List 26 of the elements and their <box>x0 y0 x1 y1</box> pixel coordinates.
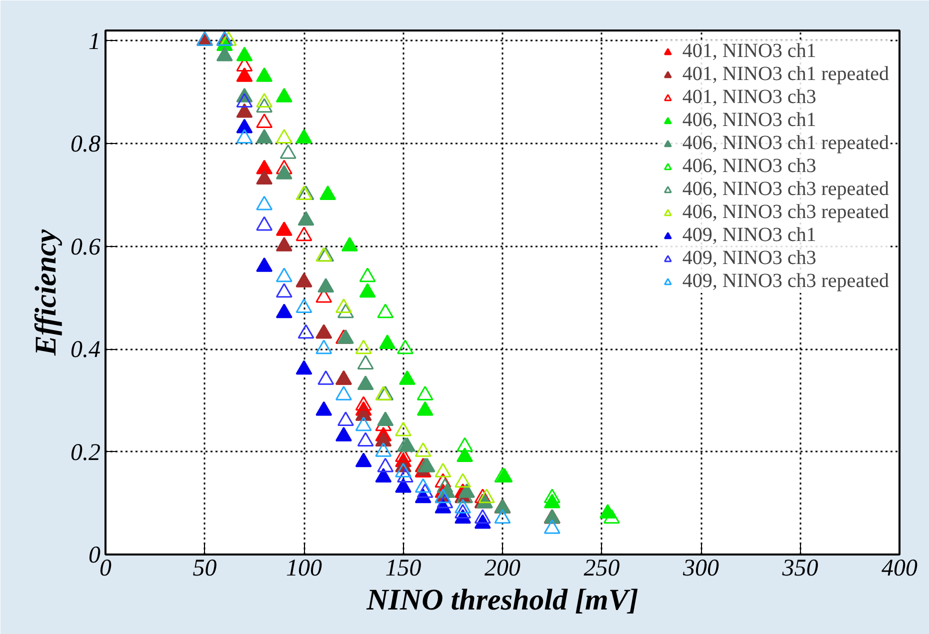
x-tick-label: 300 <box>682 556 719 582</box>
x-tick-label: 150 <box>385 556 422 582</box>
x-tick-label: 100 <box>286 556 322 582</box>
legend-label: 406, NINO3 ch3 <box>682 155 816 178</box>
legend-label: 409, NINO3 ch3 repeated <box>682 270 889 293</box>
legend-label: 401, NINO3 ch1 repeated <box>682 63 889 86</box>
x-tick-label: 200 <box>484 556 520 582</box>
legend-label: 406, NINO3 ch1 repeated <box>682 132 889 155</box>
legend-label: 406, NINO3 ch3 repeated <box>682 201 889 224</box>
legend-label: 409, NINO3 ch3 <box>682 247 816 270</box>
x-tick-label: 400 <box>882 556 918 582</box>
legend-label: 401, NINO3 ch3 <box>682 86 816 109</box>
y-tick-label: 0.2 <box>70 440 100 466</box>
y-tick-label: 0.4 <box>70 337 100 364</box>
y-axis-title: Efficiency <box>30 228 62 357</box>
y-tick-label: 0.8 <box>70 132 100 158</box>
x-tick-label: 50 <box>192 556 217 582</box>
y-tick-label: 1 <box>88 28 100 55</box>
legend-label: 406, NINO3 ch3 repeated <box>682 178 889 201</box>
x-axis-title: NINO threshold [mV] <box>366 584 638 616</box>
legend-label: 401, NINO3 ch1 <box>682 40 816 63</box>
y-tick-label: 0.6 <box>70 234 100 260</box>
legend-label: 406, NINO3 ch1 <box>682 109 816 132</box>
x-tick-label: 350 <box>781 556 818 582</box>
x-tick-label: 250 <box>584 556 620 582</box>
legend-label: 409, NINO3 ch1 <box>682 224 816 247</box>
